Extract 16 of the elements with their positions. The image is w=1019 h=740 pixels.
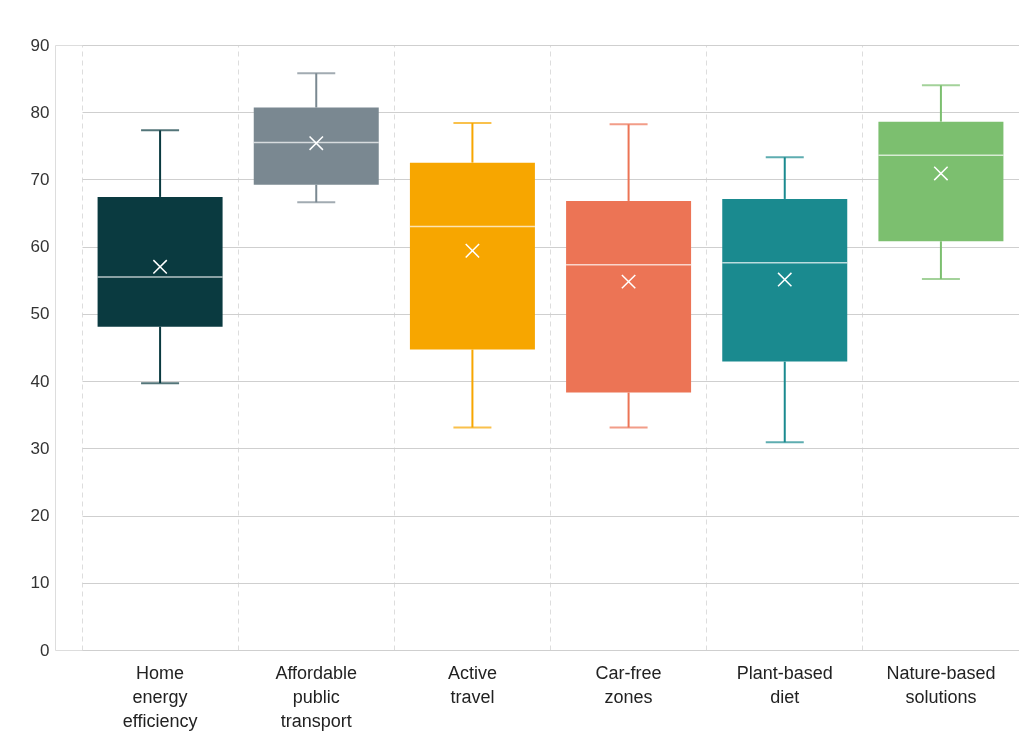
x-tick-label: Affordable public transport [275, 662, 358, 731]
y-tick-label: 80 [30, 102, 50, 122]
y-tick-label: 50 [30, 304, 50, 324]
x-tick-label: Plant-based diet [736, 662, 833, 707]
x-tick-label: Nature-based solutions [886, 662, 996, 707]
y-tick-label: 10 [30, 573, 50, 593]
x-tick-label: Car-free zones [595, 662, 662, 707]
y-tick-label: 70 [30, 169, 50, 189]
y-tick-label: 0 [40, 640, 50, 660]
y-tick-label: 30 [30, 438, 50, 458]
x-tick-label: Active travel [447, 662, 497, 707]
y-tick-label: 40 [30, 371, 50, 391]
x-tick-label: Home energy efficiency [122, 662, 198, 731]
y-tick-label: 60 [30, 237, 50, 257]
y-tick-label: 20 [30, 506, 50, 526]
y-tick-label: 90 [30, 35, 50, 55]
